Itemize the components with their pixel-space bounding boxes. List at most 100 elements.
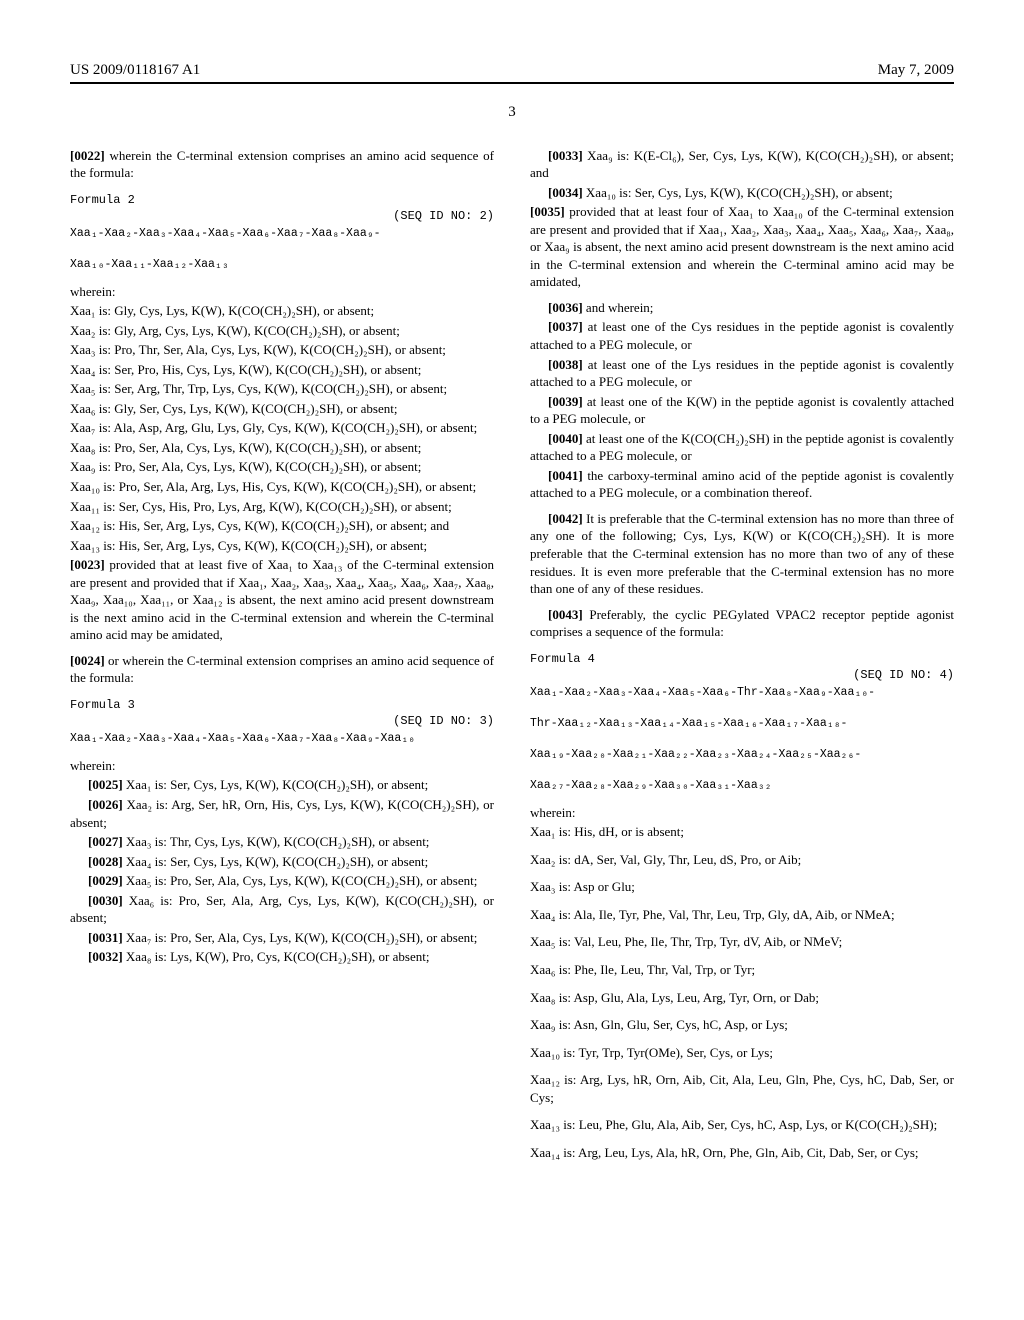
def-line: [0030] Xaa₆ is: Pro, Ser, Ala, Arg, Cys,… (70, 892, 494, 927)
def-line: Xaa₃ is: Pro, Thr, Ser, Ala, Cys, Lys, K… (70, 341, 494, 359)
para-num: [0036] (548, 300, 583, 315)
para-num: [0035] (530, 204, 565, 219)
def-text: Xaa₉ is: K(E-Cl₆), Ser, Cys, Lys, K(W), … (530, 148, 954, 181)
para-0037: [0037] at least one of the Cys residues … (530, 318, 954, 353)
para-num: [0040] (548, 431, 583, 446)
def-line: [0028] Xaa₄ is: Ser, Cys, Lys, K(W), K(C… (70, 853, 494, 871)
para-0022: [0022] wherein the C-terminal extension … (70, 147, 494, 182)
def-text: Xaa₅ is: Pro, Ser, Ala, Cys, Lys, K(W), … (123, 873, 478, 888)
def-line: Xaa₄ is: Ala, Ile, Tyr, Phe, Val, Thr, L… (530, 906, 954, 924)
def-text: Xaa₁₀ is: Ser, Cys, Lys, K(W), K(CO(CH₂)… (583, 185, 893, 200)
def-line: [0027] Xaa₃ is: Thr, Cys, Lys, K(W), K(C… (70, 833, 494, 851)
def-line: Xaa₉ is: Pro, Ser, Ala, Cys, Lys, K(W), … (70, 458, 494, 476)
para-num: [0032] (88, 949, 123, 964)
para-num: [0023] (70, 557, 105, 572)
def-line: Xaa₂ is: dA, Ser, Val, Gly, Thr, Leu, dS… (530, 851, 954, 869)
def-line: Xaa₁ is: His, dH, or is absent; (530, 823, 954, 841)
para-num: [0026] (88, 797, 123, 812)
wherein-label: wherein: (70, 283, 494, 301)
para-num: [0038] (548, 357, 583, 372)
para-text: at least one of the K(CO(CH₂)₂SH) in the… (530, 431, 954, 464)
def-line: Xaa₁₁ is: Ser, Cys, His, Pro, Lys, Arg, … (70, 498, 494, 516)
wherein-label: wherein: (530, 804, 954, 822)
para-text: the carboxy-terminal amino acid of the p… (530, 468, 954, 501)
para-num: [0024] (70, 653, 105, 668)
def-line: Xaa₃ is: Asp or Glu; (530, 878, 954, 896)
formula-3-seqid: (SEQ ID NO: 3) (70, 713, 494, 729)
def-line: Xaa₄ is: Ser, Pro, His, Cys, Lys, K(W), … (70, 361, 494, 379)
def-line: Xaa₁₃ is: Leu, Phe, Glu, Ala, Aib, Ser, … (530, 1116, 954, 1134)
para-0023: [0023] provided that at least five of Xa… (70, 556, 494, 644)
formula-2-seq: Xaa₁-Xaa₂-Xaa₃-Xaa₄-Xaa₅-Xaa₆-Xaa₇-Xaa₈-… (70, 226, 494, 273)
def-text: Xaa₂ is: Arg, Ser, hR, Orn, His, Cys, Ly… (70, 797, 494, 830)
def-text: Xaa₃ is: Thr, Cys, Lys, K(W), K(CO(CH₂)₂… (123, 834, 430, 849)
para-num: [0028] (88, 854, 123, 869)
formula-3-defs: [0025] Xaa₁ is: Ser, Cys, Lys, K(W), K(C… (70, 776, 494, 965)
def-text: Xaa₆ is: Pro, Ser, Ala, Arg, Cys, Lys, K… (70, 893, 494, 926)
def-line: Xaa₁₄ is: Arg, Leu, Lys, Ala, hR, Orn, P… (530, 1144, 954, 1162)
def-line: Xaa₉ is: Asn, Gln, Glu, Ser, Cys, hC, As… (530, 1016, 954, 1034)
formula-4-seqid: (SEQ ID NO: 4) (530, 667, 954, 683)
para-text: at least one of the Cys residues in the … (530, 319, 954, 352)
para-0039: [0039] at least one of the K(W) in the p… (530, 393, 954, 428)
para-text: at least one of the Lys residues in the … (530, 357, 954, 390)
para-num: [0041] (548, 468, 583, 483)
right-column: [0033] Xaa₉ is: K(E-Cl₆), Ser, Cys, Lys,… (530, 147, 954, 1172)
def-line: [0034] Xaa₁₀ is: Ser, Cys, Lys, K(W), K(… (530, 184, 954, 202)
def-line: Xaa₁₂ is: Arg, Lys, hR, Orn, Aib, Cit, A… (530, 1071, 954, 1106)
formula-3-label: Formula 3 (70, 697, 494, 713)
para-num: [0043] (548, 607, 583, 622)
two-column-layout: [0022] wherein the C-terminal extension … (70, 147, 954, 1172)
publication-number: US 2009/0118167 A1 (70, 60, 200, 80)
def-text: Xaa₄ is: Ser, Cys, Lys, K(W), K(CO(CH₂)₂… (123, 854, 429, 869)
def-line: Xaa₁₃ is: His, Ser, Arg, Lys, Cys, K(W),… (70, 537, 494, 555)
para-num: [0037] (548, 319, 583, 334)
formula-3-defs-cont: [0033] Xaa₉ is: K(E-Cl₆), Ser, Cys, Lys,… (530, 147, 954, 202)
formula-4-seq: Xaa₁-Xaa₂-Xaa₃-Xaa₄-Xaa₅-Xaa₆-Thr-Xaa₈-X… (530, 685, 954, 794)
para-0038: [0038] at least one of the Lys residues … (530, 356, 954, 391)
para-text: provided that at least five of Xaa₁ to X… (70, 557, 494, 642)
left-column: [0022] wherein the C-terminal extension … (70, 147, 494, 1172)
para-num: [0039] (548, 394, 583, 409)
def-line: Xaa₅ is: Ser, Arg, Thr, Trp, Lys, Cys, K… (70, 380, 494, 398)
formula-4-defs: Xaa₁ is: His, dH, or is absent; Xaa₂ is: … (530, 823, 954, 1161)
para-text: at least one of the K(W) in the peptide … (530, 394, 954, 427)
def-text: Xaa₈ is: Lys, K(W), Pro, Cys, K(CO(CH₂)₂… (123, 949, 430, 964)
def-line: Xaa₆ is: Phe, Ile, Leu, Thr, Val, Trp, o… (530, 961, 954, 979)
para-text: or wherein the C-terminal extension comp… (70, 653, 494, 686)
def-line: [0031] Xaa₇ is: Pro, Ser, Ala, Cys, Lys,… (70, 929, 494, 947)
def-line: [0025] Xaa₁ is: Ser, Cys, Lys, K(W), K(C… (70, 776, 494, 794)
para-text: and wherein; (583, 300, 654, 315)
para-num: [0031] (88, 930, 123, 945)
para-0042: [0042] It is preferable that the C-termi… (530, 510, 954, 598)
para-num: [0033] (548, 148, 583, 163)
publication-date: May 7, 2009 (878, 60, 954, 80)
def-line: [0026] Xaa₂ is: Arg, Ser, hR, Orn, His, … (70, 796, 494, 831)
para-0041: [0041] the carboxy-terminal amino acid o… (530, 467, 954, 502)
formula-4-label: Formula 4 (530, 651, 954, 667)
def-line: Xaa₆ is: Gly, Ser, Cys, Lys, K(W), K(CO(… (70, 400, 494, 418)
wherein-label: wherein: (70, 757, 494, 775)
para-0043: [0043] Preferably, the cyclic PEGylated … (530, 606, 954, 641)
def-line: Xaa₇ is: Ala, Asp, Arg, Glu, Lys, Gly, C… (70, 419, 494, 437)
para-0036: [0036] and wherein; (530, 299, 954, 317)
para-num: [0027] (88, 834, 123, 849)
para-num: [0042] (548, 511, 583, 526)
def-line: Xaa₁ is: Gly, Cys, Lys, K(W), K(CO(CH₂)₂… (70, 302, 494, 320)
para-0040: [0040] at least one of the K(CO(CH₂)₂SH)… (530, 430, 954, 465)
def-text: Xaa₇ is: Pro, Ser, Ala, Cys, Lys, K(W), … (123, 930, 478, 945)
para-num: [0034] (548, 185, 583, 200)
para-text: It is preferable that the C-terminal ext… (530, 511, 954, 596)
page-number: 3 (70, 102, 954, 122)
formula-3-seq: Xaa₁-Xaa₂-Xaa₃-Xaa₄-Xaa₅-Xaa₆-Xaa₇-Xaa₈-… (70, 731, 494, 747)
def-line: Xaa₅ is: Val, Leu, Phe, Ile, Thr, Trp, T… (530, 933, 954, 951)
para-num: [0022] (70, 148, 105, 163)
def-line: Xaa₁₀ is: Tyr, Trp, Tyr(OMe), Ser, Cys, … (530, 1044, 954, 1062)
page-header: US 2009/0118167 A1 May 7, 2009 (70, 60, 954, 84)
para-text: provided that at least four of Xaa₁ to X… (530, 204, 954, 289)
def-line: [0029] Xaa₅ is: Pro, Ser, Ala, Cys, Lys,… (70, 872, 494, 890)
para-num: [0025] (88, 777, 123, 792)
def-line: Xaa₂ is: Gly, Arg, Cys, Lys, K(W), K(CO(… (70, 322, 494, 340)
def-line: Xaa₁₀ is: Pro, Ser, Ala, Arg, Lys, His, … (70, 478, 494, 496)
def-line: [0033] Xaa₉ is: K(E-Cl₆), Ser, Cys, Lys,… (530, 147, 954, 182)
